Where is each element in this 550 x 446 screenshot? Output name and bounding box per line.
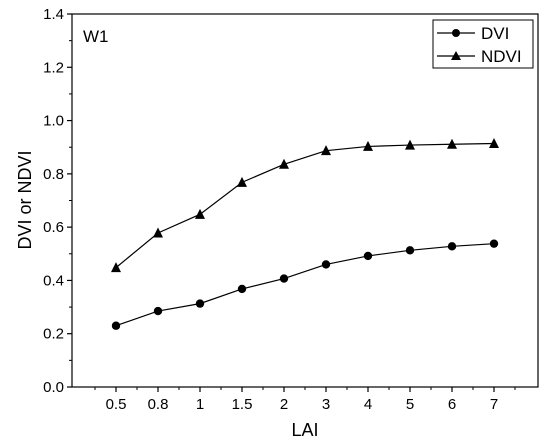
legend: DVI NDVI bbox=[432, 19, 534, 69]
data-point-ndvi bbox=[405, 139, 415, 150]
legend-label-dvi: DVI bbox=[481, 24, 509, 43]
y-axis-title: DVI or NDVI bbox=[15, 150, 35, 249]
data-point-dvi bbox=[237, 284, 247, 294]
data-point-ndvi bbox=[321, 145, 331, 156]
data-point-dvi bbox=[489, 239, 499, 248]
y-tick-label: 1.2 bbox=[43, 59, 64, 76]
series-ndvi bbox=[111, 137, 499, 273]
data-point-dvi bbox=[405, 246, 415, 255]
y-tick-label: 0.4 bbox=[43, 272, 64, 289]
x-tick-label: 4 bbox=[364, 396, 372, 413]
data-point-dvi bbox=[321, 260, 331, 269]
legend-label-ndvi: NDVI bbox=[481, 47, 522, 66]
data-point-ndvi bbox=[363, 140, 373, 151]
y-axis-ticks: 0.0 0.2 0.4 0.6 0.8 1.0 1.2 1.4 bbox=[43, 6, 72, 396]
legend-box bbox=[432, 19, 534, 69]
x-tick-label: 1 bbox=[196, 396, 204, 413]
y-tick-label: 1.4 bbox=[43, 6, 64, 23]
data-point-ndvi bbox=[279, 158, 289, 169]
data-point-ndvi bbox=[237, 176, 247, 187]
data-point-dvi bbox=[363, 251, 373, 261]
x-tick-label: 1.5 bbox=[232, 396, 253, 413]
series-line-dvi bbox=[115, 243, 495, 327]
x-axis-title: LAI bbox=[291, 420, 318, 440]
legend-marker-dvi bbox=[452, 29, 460, 37]
y-tick-label: 0.6 bbox=[43, 219, 64, 236]
x-tick-label: 6 bbox=[448, 396, 456, 413]
x-tick-label: 2 bbox=[280, 396, 288, 413]
y-tick-label: 1.0 bbox=[43, 113, 64, 130]
axes-layer: 0.0 0.2 0.4 0.6 0.8 1.0 1.2 1.4 0.5 0.8 1 1.5 2 3 4 5 6… bbox=[15, 6, 539, 440]
data-point-dvi bbox=[447, 242, 457, 251]
x-tick-label: 0.8 bbox=[148, 396, 169, 413]
series-dvi bbox=[111, 239, 499, 330]
series-layer bbox=[111, 137, 499, 330]
x-tick-label: 7 bbox=[490, 396, 498, 413]
data-point-ndvi bbox=[153, 227, 163, 238]
data-point-ndvi bbox=[111, 262, 121, 273]
data-point-dvi bbox=[153, 306, 163, 316]
x-tick-label: 0.5 bbox=[106, 396, 127, 413]
x-tick-label: 5 bbox=[406, 396, 414, 413]
series-line-ndvi bbox=[115, 142, 495, 269]
x-tick-label: 3 bbox=[322, 396, 330, 413]
plot-frame bbox=[71, 13, 539, 388]
data-point-ndvi bbox=[447, 138, 457, 149]
legend-marker-ndvi bbox=[451, 51, 461, 60]
y-tick-label: 0.8 bbox=[43, 166, 64, 183]
data-point-ndvi bbox=[489, 137, 499, 148]
data-point-dvi bbox=[279, 274, 289, 283]
y-tick-label: 0.0 bbox=[43, 379, 64, 396]
y-tick-label: 0.2 bbox=[43, 326, 64, 343]
x-axis-ticks: 0.5 0.8 1 1.5 2 3 4 5 6 7 bbox=[94, 387, 516, 413]
data-point-dvi bbox=[195, 299, 205, 308]
data-point-ndvi bbox=[195, 208, 205, 219]
panel-label: W1 bbox=[83, 27, 109, 46]
data-point-dvi bbox=[111, 321, 121, 330]
